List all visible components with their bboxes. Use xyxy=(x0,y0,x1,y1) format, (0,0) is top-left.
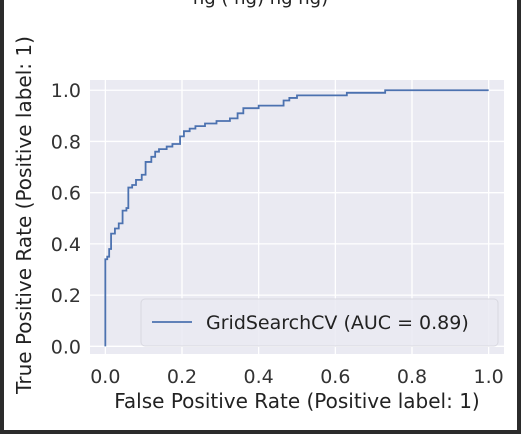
roc-curve-line xyxy=(104,89,489,347)
y-axis-ticks: 0.0 0.2 0.4 0.6 0.8 1.0 xyxy=(51,80,81,358)
y-tick-label: 0.4 xyxy=(51,234,81,256)
x-tick-label: 0.4 xyxy=(244,366,274,388)
x-tick-label: 1.0 xyxy=(474,366,504,388)
y-tick-label: 0.0 xyxy=(51,336,81,358)
y-tick-label: 1.0 xyxy=(51,80,81,102)
x-axis-ticks: 0.0 0.2 0.4 0.6 0.8 1.0 xyxy=(90,366,504,388)
x-tick-label: 0.8 xyxy=(397,366,427,388)
figure-frame: ng ( ng) ng ng) 0.00.20.40.60.81.0 0.00.… xyxy=(4,0,517,430)
legend-box xyxy=(140,298,499,347)
x-axis-label: False Positive Rate (Positive label: 1) xyxy=(114,389,480,413)
y-tick-label: 0.2 xyxy=(51,285,81,307)
roc-chart: 0.0 0.2 0.4 0.6 0.8 1.0 0.0 0.2 0.4 0.6 0.8 1.0 Fa… xyxy=(12,36,504,413)
x-tick-label: 0.2 xyxy=(167,366,197,388)
cut-off-title: ng ( ng) ng ng) xyxy=(4,0,517,9)
legend-label: GridSearchCV (AUC = 0.89) xyxy=(206,312,469,334)
x-tick-label: 0.0 xyxy=(90,366,120,388)
y-tick-label: 0.8 xyxy=(51,131,81,153)
curve-layer xyxy=(104,89,489,347)
y-tick-label: 0.6 xyxy=(51,183,81,205)
y-axis-label: True Positive Rate (Positive label: 1) xyxy=(12,36,36,395)
x-tick-label: 0.6 xyxy=(320,366,350,388)
legend: GridSearchCV (AUC = 0.89) xyxy=(140,298,499,347)
